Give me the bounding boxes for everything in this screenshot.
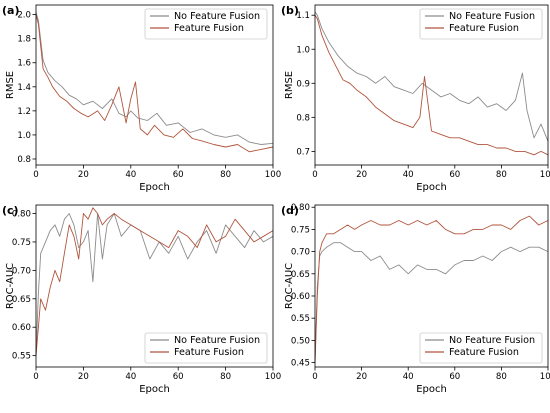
y-tick-label: 0.55 <box>291 314 310 324</box>
x-tick-label: 60 <box>173 372 184 382</box>
legend-label: Feature Fusion <box>174 23 244 34</box>
y-axis-label: ROC-AUC <box>284 263 295 309</box>
panel-b: 0 20 40 60 80 100 0.7 0.8 0.9 1.0 1.1 Epoch RMSE (b) N… <box>281 4 550 193</box>
y-axis-label: RMSE <box>5 71 16 99</box>
series-line-no-feature-fusion <box>314 11 549 142</box>
x-tick-label: 80 <box>220 372 231 382</box>
legend-label: Feature Fusion <box>174 347 244 358</box>
y-tick-label: 0.50 <box>291 336 310 346</box>
x-tick-label: 80 <box>496 170 507 180</box>
y-tick-label: 0.75 <box>12 238 31 248</box>
legend-label: Feature Fusion <box>449 347 519 358</box>
y-tick-label: 0.65 <box>12 295 31 305</box>
x-tick-label: 60 <box>449 372 460 382</box>
x-tick-label: 60 <box>449 170 460 180</box>
x-tick-label: 0 <box>312 170 317 180</box>
y-tick-label: 1.2 <box>17 107 31 117</box>
x-axis-label: Epoch <box>139 182 170 193</box>
x-tick-label: 100 <box>540 170 550 180</box>
y-tick-label: 1.0 <box>296 45 310 55</box>
x-axis-label: Epoch <box>139 384 170 395</box>
x-tick-label: 40 <box>403 170 414 180</box>
plot-frame <box>35 4 274 166</box>
x-tick-label: 80 <box>496 372 507 382</box>
x-tick-label: 0 <box>33 372 38 382</box>
y-tick-label: 0.9 <box>296 79 310 89</box>
y-tick-label: 0.45 <box>291 359 310 369</box>
series-line-feature-fusion <box>35 207 274 356</box>
y-tick-label: 0.75 <box>291 225 310 235</box>
x-tick-label: 80 <box>220 170 231 180</box>
plot-frame <box>314 4 549 166</box>
series-line-feature-fusion <box>314 14 549 156</box>
y-tick-label: 0.60 <box>12 323 31 333</box>
y-axis-label: RMSE <box>284 71 295 99</box>
y-tick-label: 0.8 <box>296 113 310 123</box>
series-line-no-feature-fusion <box>314 242 549 363</box>
y-axis-label: ROC-AUC <box>5 263 16 309</box>
panel-letter: (d) <box>281 204 299 217</box>
y-tick-label: 1.6 <box>17 59 31 69</box>
legend-label: No Feature Fusion <box>449 335 535 346</box>
x-tick-label: 100 <box>265 372 281 382</box>
legend-label: No Feature Fusion <box>174 335 260 346</box>
plot-frame <box>314 204 549 368</box>
series-line-feature-fusion <box>35 14 274 153</box>
x-tick-label: 60 <box>173 170 184 180</box>
x-tick-label: 20 <box>78 170 89 180</box>
y-tick-label: 1.8 <box>17 35 31 45</box>
y-tick-label: 0.7 <box>296 147 310 157</box>
y-tick-label: 0.60 <box>291 292 310 302</box>
panel-letter: (a) <box>2 4 19 17</box>
panel-letter: (b) <box>281 4 299 17</box>
legend-box <box>419 8 543 40</box>
y-tick-label: 0.65 <box>291 270 310 280</box>
x-tick-label: 0 <box>312 372 317 382</box>
y-tick-label: 1.0 <box>17 131 31 141</box>
series-line-feature-fusion <box>314 215 549 363</box>
y-tick-label: 0.8 <box>17 155 31 165</box>
x-axis-label: Epoch <box>416 384 447 395</box>
x-tick-label: 40 <box>125 372 136 382</box>
legend-label: Feature Fusion <box>449 23 519 34</box>
x-tick-label: 20 <box>356 372 367 382</box>
x-tick-label: 40 <box>125 170 136 180</box>
legend-box <box>144 332 268 364</box>
legend-label: No Feature Fusion <box>449 11 535 22</box>
x-tick-label: 100 <box>265 170 281 180</box>
y-tick-label: 0.80 <box>12 210 31 220</box>
x-axis-label: Epoch <box>416 182 447 193</box>
legend-box <box>419 332 543 364</box>
panel-a: 0 20 40 60 80 100 0.8 1.0 1.2 1.4 1.6 1.8 2.0 Epoch RM… <box>2 4 281 193</box>
x-tick-label: 20 <box>356 170 367 180</box>
y-tick-label: 0.55 <box>12 352 31 362</box>
y-tick-label: 1.1 <box>296 11 310 21</box>
y-tick-label: 2.0 <box>17 11 31 21</box>
y-tick-label: 0.70 <box>12 266 31 276</box>
y-tick-label: 0.80 <box>291 203 310 213</box>
plot-frame <box>35 204 274 368</box>
panel-c: 0 20 40 60 80 100 0.55 0.60 0.65 0.70 0.75 0.80 Epoc… <box>2 204 281 395</box>
y-tick-label: 0.70 <box>291 248 310 258</box>
legend-label: No Feature Fusion <box>174 11 260 22</box>
x-tick-label: 40 <box>403 372 414 382</box>
panel-d: 0 20 40 60 80 100 0.45 0.50 0.55 0.60 0.65 0.70 0.75… <box>281 203 550 395</box>
series-line-no-feature-fusion <box>35 12 274 145</box>
x-tick-label: 20 <box>78 372 89 382</box>
y-tick-label: 1.4 <box>17 83 31 93</box>
x-tick-label: 100 <box>540 372 550 382</box>
legend-box <box>144 8 268 40</box>
panel-letter: (c) <box>2 204 19 217</box>
x-tick-label: 0 <box>33 170 38 180</box>
